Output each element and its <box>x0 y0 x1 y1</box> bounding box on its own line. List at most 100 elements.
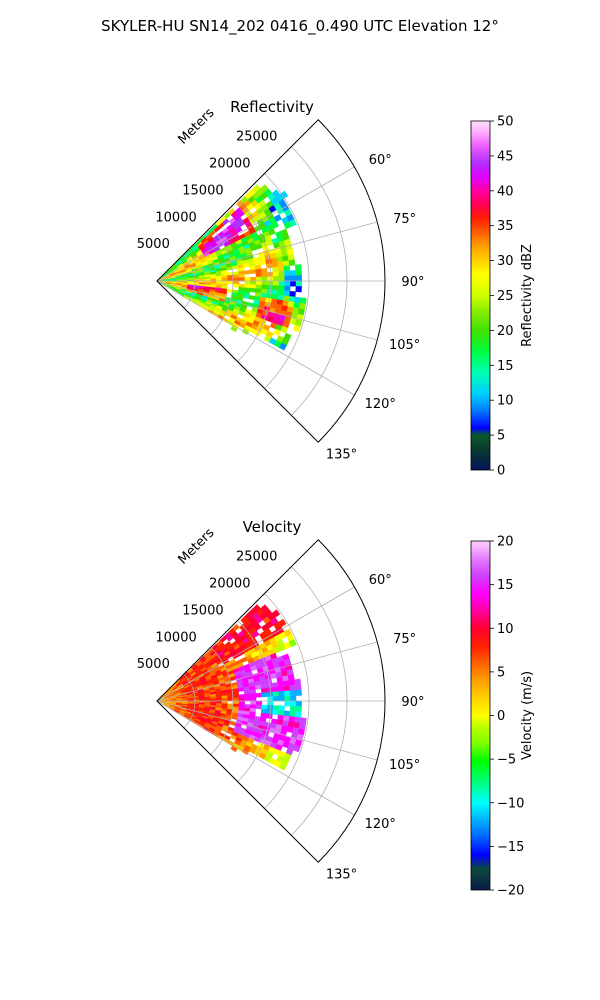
echo-bin <box>284 285 291 292</box>
velocity-colorbar-label: Velocity (m/s) <box>520 671 535 760</box>
velocity-panel: Velocity 5000 10000 15000 20000 25000 60° 75°… <box>137 518 535 899</box>
colorbar-tick-label: 20 <box>497 535 514 550</box>
echo-bin <box>227 277 234 282</box>
velocity-radial-axis-label: Meters <box>175 525 217 567</box>
azimuth-tick-label: 120° <box>365 397 396 412</box>
echo-bin <box>278 618 287 628</box>
echo-bin <box>295 286 302 293</box>
azimuth-tick-label: 90° <box>401 695 424 710</box>
azimuth-spoke <box>156 280 378 341</box>
colorbar-tick-label: 0 <box>497 709 505 724</box>
range-tick-label: 5000 <box>137 237 170 252</box>
echo-bin <box>278 275 285 282</box>
echo-bin <box>255 268 262 274</box>
echo-bin <box>282 260 290 267</box>
echo-bin <box>250 276 257 282</box>
echo-bin <box>272 285 280 291</box>
velocity-azimuth-ticks: 60° 75° 90° 105° 120° 135° <box>326 573 425 882</box>
echo-bin <box>277 686 285 692</box>
echo-bin <box>266 687 274 693</box>
echo-bin <box>288 219 297 228</box>
colorbar-tick-label: 10 <box>497 394 514 409</box>
echo-bin <box>242 294 250 300</box>
colorbar-tick-label: −15 <box>497 840 524 855</box>
echo-bin <box>232 283 240 288</box>
colorbar-tick-label: 50 <box>497 115 514 130</box>
echo-bin <box>238 274 245 279</box>
echo-bin <box>260 268 268 274</box>
colorbar-tick-label: 15 <box>497 359 514 374</box>
echo-bin <box>290 700 297 707</box>
echo-bin <box>255 692 263 698</box>
echo-bin <box>255 700 263 706</box>
echo-bin <box>292 744 301 753</box>
echo-bin <box>255 284 263 290</box>
echo-bin <box>232 694 240 699</box>
echo-bin <box>272 709 279 716</box>
echo-bin <box>271 262 279 268</box>
echo-bin <box>215 275 223 279</box>
reflectivity-colorbar-ticks: 0 5 10 15 20 25 30 35 40 45 50 <box>490 115 514 479</box>
colorbar-tick-label: −10 <box>497 796 524 811</box>
velocity-polar-grid <box>156 539 386 863</box>
echo-bin <box>261 284 268 290</box>
echo-bin <box>278 695 285 702</box>
azimuth-tick-label: 90° <box>401 275 424 290</box>
colorbar-tick-label: 10 <box>497 622 514 637</box>
sector-frame <box>156 539 386 863</box>
echo-bin <box>255 280 263 286</box>
azimuth-spoke <box>156 221 378 282</box>
echo-bin <box>255 704 263 710</box>
reflectivity-colorbar-label: Reflectivity dBZ <box>520 244 535 347</box>
echo-bin <box>284 690 291 697</box>
echo-bin <box>250 280 257 286</box>
echo-bin <box>244 697 251 702</box>
echo-bin <box>284 700 291 707</box>
echo-bin <box>289 711 296 718</box>
echo-bin <box>299 297 307 305</box>
echo-bin <box>221 695 228 699</box>
colorbar-tick-label: 30 <box>497 254 514 269</box>
colorbar-tick-label: 15 <box>497 578 514 593</box>
azimuth-spoke <box>156 700 378 761</box>
echo-bin <box>290 695 297 702</box>
echo-bin <box>282 680 290 687</box>
echo-bin <box>230 325 238 333</box>
echo-bin <box>295 689 302 696</box>
echo-bin <box>243 270 251 275</box>
echo-bin <box>221 698 228 702</box>
colorbar-tick-label: −20 <box>497 884 524 899</box>
echo-bin <box>230 745 238 753</box>
range-tick-label: 15000 <box>182 183 223 198</box>
azimuth-tick-label: 105° <box>389 338 420 353</box>
azimuth-tick-label: 60° <box>369 153 392 168</box>
echo-bin <box>289 684 296 691</box>
echo-bin <box>249 693 257 698</box>
range-tick-label: 25000 <box>236 130 277 145</box>
azimuth-spoke <box>156 166 355 282</box>
range-tick-label: 15000 <box>182 603 223 618</box>
echo-bin <box>272 691 280 697</box>
echo-bin <box>221 278 228 282</box>
echo-bin <box>278 285 285 292</box>
echo-bin <box>249 284 257 289</box>
azimuth-spoke <box>156 586 355 702</box>
echo-bin <box>261 280 268 286</box>
azimuth-spoke <box>156 700 355 816</box>
echo-bin <box>279 190 289 200</box>
echo-bin <box>295 275 302 282</box>
echo-bin <box>238 694 245 699</box>
echo-bin <box>295 280 302 287</box>
reflectivity-radial-axis-label: Meters <box>175 105 217 147</box>
echo-bin <box>272 271 280 277</box>
echo-bin <box>261 692 268 698</box>
velocity-range-ticks: 5000 10000 15000 20000 25000 <box>137 550 278 672</box>
echo-bin <box>227 280 234 285</box>
echo-bin <box>250 700 257 706</box>
echo-bin <box>295 700 302 707</box>
echo-bin <box>244 693 251 698</box>
echo-bin <box>248 295 256 301</box>
echo-bin <box>249 269 257 275</box>
azimuth-tick-label: 120° <box>365 817 396 832</box>
